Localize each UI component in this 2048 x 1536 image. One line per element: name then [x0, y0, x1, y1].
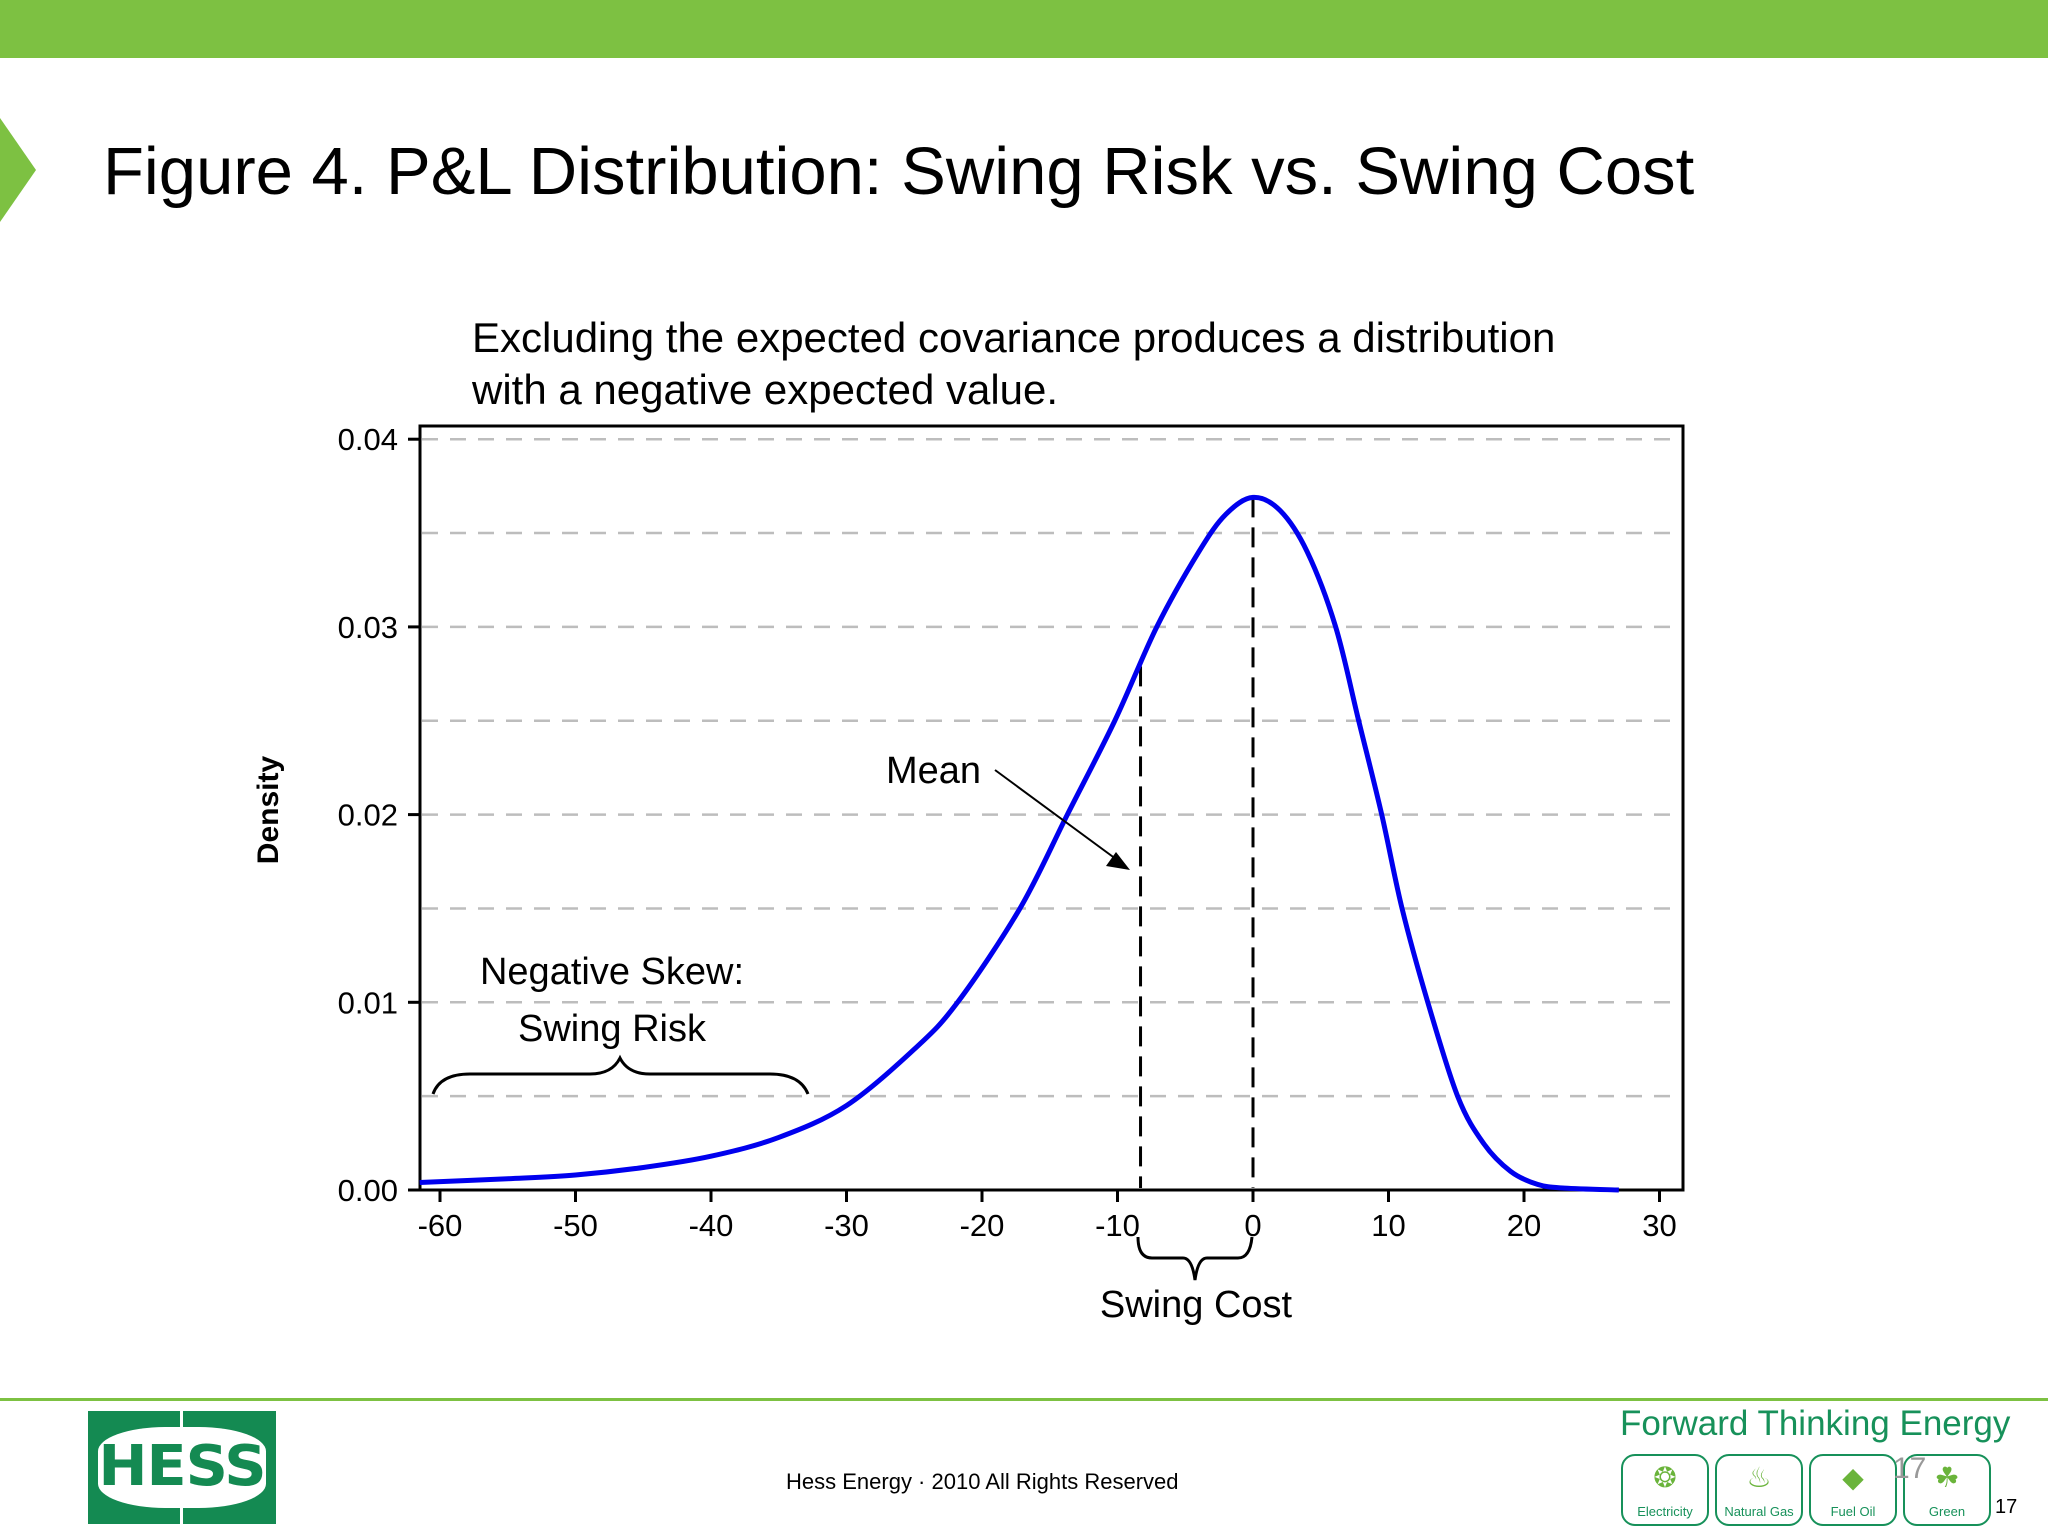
- x-tick-label: 20: [1507, 1208, 1541, 1243]
- logo-text: HESS: [98, 1434, 266, 1499]
- gridlines: [422, 437, 1681, 1098]
- badge-natural-gas: ♨ Natural Gas: [1715, 1454, 1803, 1526]
- x-tick-label: 0: [1244, 1208, 1261, 1243]
- y-tick-label: 0.02: [338, 798, 398, 833]
- footer-divider: [0, 1398, 2048, 1401]
- x-tick-label: -10: [1095, 1208, 1140, 1243]
- y-tick-label: 0.00: [338, 1173, 398, 1208]
- swing-risk-label-line-1: Negative Skew:: [480, 951, 744, 993]
- hess-logo: HESS: [88, 1411, 276, 1524]
- x-tick-label: -60: [418, 1208, 463, 1243]
- subtitle-line-2: with a negative expected value.: [472, 366, 1059, 413]
- x-tick-label: -40: [689, 1208, 734, 1243]
- ghost-page-number: 17: [1893, 1452, 1927, 1485]
- tagline: Forward Thinking Energy: [1620, 1404, 2011, 1443]
- x-tick-label: 10: [1371, 1208, 1405, 1243]
- subtitle-line-1: Excluding the expected covariance produc…: [472, 314, 1556, 361]
- swing-cost-brace: [1136, 1236, 1254, 1281]
- droplet-icon: ◆: [1842, 1462, 1864, 1493]
- chevron-icon: [0, 118, 36, 222]
- badge-green: ☘ Green: [1903, 1454, 1991, 1526]
- x-axis: -60 -50 -40 -30 -20 -10 0 10 20 30: [418, 1190, 1677, 1243]
- y-axis-label: Density: [252, 756, 285, 865]
- energy-badges: ❂ Electricity ♨ Natural Gas ◆ Fuel Oil ☘…: [1621, 1454, 1991, 1526]
- badge-fuel-oil: ◆ Fuel Oil: [1809, 1454, 1897, 1526]
- mean-arrow: [994, 769, 1121, 863]
- x-tick-label: -20: [960, 1208, 1005, 1243]
- plot-frame: [418, 424, 1685, 1192]
- swing-risk-brace: [431, 1054, 810, 1095]
- page-number: 17: [1995, 1496, 2018, 1518]
- leaf-icon: ☘: [1934, 1462, 1960, 1493]
- y-tick-label: 0.03: [338, 610, 398, 645]
- reference-lines: [1139, 497, 1255, 1188]
- x-tick-label: -50: [553, 1208, 598, 1243]
- y-tick-label: 0.01: [338, 985, 398, 1020]
- mean-label: Mean: [886, 750, 981, 792]
- lightbulb-icon: ❂: [1653, 1462, 1677, 1493]
- badge-electricity: ❂ Electricity: [1621, 1454, 1709, 1526]
- x-tick-label: 30: [1642, 1208, 1676, 1243]
- density-curve: [419, 494, 1619, 1193]
- x-tick-label: -30: [824, 1208, 869, 1243]
- y-axis: 0.00 0.01 0.02 0.03 0.04: [338, 422, 420, 1208]
- flame-icon: ♨: [1746, 1462, 1772, 1493]
- mean-arrowhead-icon: [1106, 852, 1130, 870]
- swing-cost-label: Swing Cost: [1100, 1284, 1293, 1326]
- swing-risk-label-line-2: Swing Risk: [518, 1008, 707, 1050]
- chart-subtitle: Excluding the expected covariance produc…: [472, 312, 1555, 416]
- slide-title: Figure 4. P&L Distribution: Swing Risk v…: [103, 134, 1695, 209]
- density-chart: 0.00 0.01 0.02 0.03 0.04 -60 -50 -40 -30 -20 -10 0…: [252, 422, 1685, 1326]
- copyright-text: Hess Energy · 2010 All Rights Reserved: [786, 1469, 1179, 1494]
- top-accent-bar: [0, 0, 2048, 58]
- y-tick-label: 0.04: [338, 422, 398, 457]
